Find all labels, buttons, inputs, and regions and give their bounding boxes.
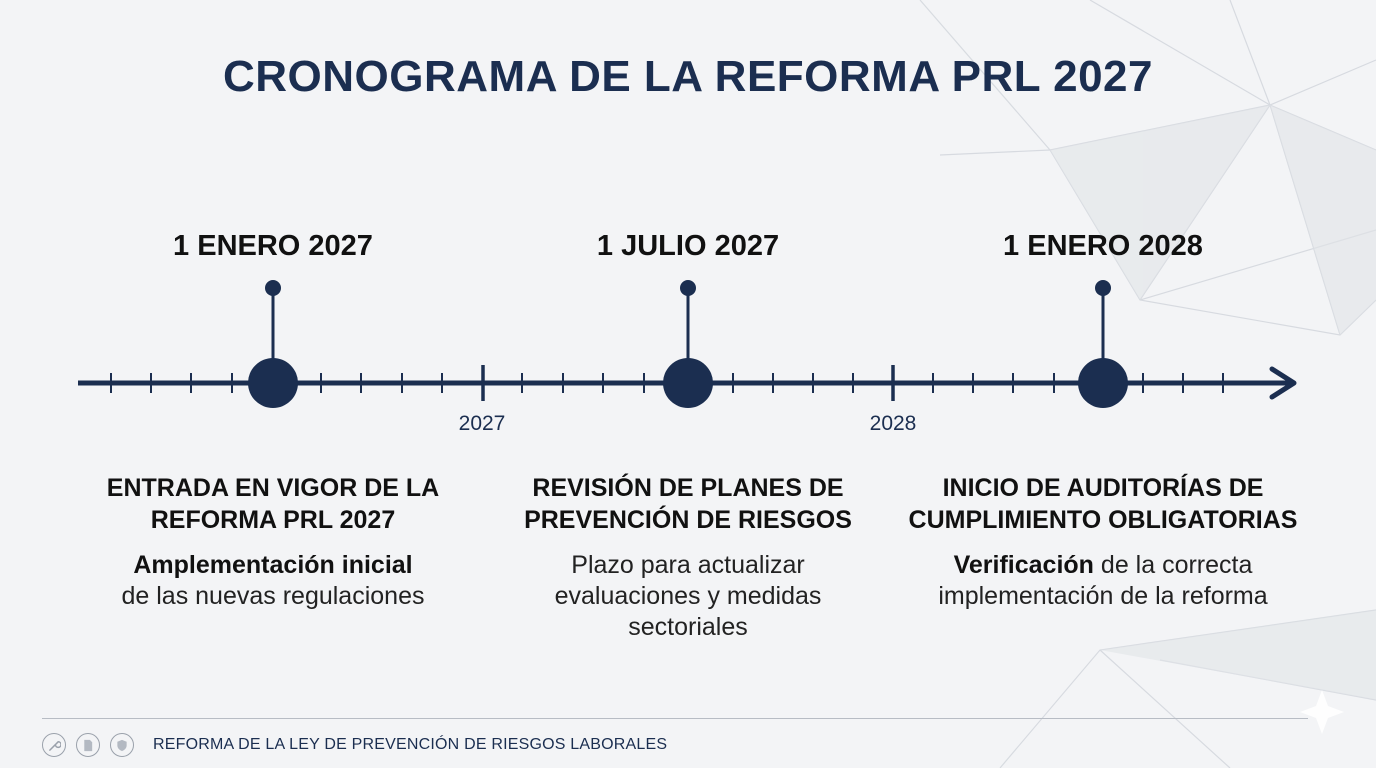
milestone-2-date: 1 JULIO 2027	[596, 230, 780, 262]
milestone-1-desc-bold: Amplementación inicial	[133, 551, 413, 579]
milestone-1-date: 1 ENERO 2027	[173, 230, 373, 262]
page-title: CRONOGRAMA DE LA REFORMA PRL 2027	[223, 52, 1153, 101]
milestone-2-node	[663, 358, 713, 408]
shield-icon	[110, 733, 134, 757]
milestone-2-pin	[680, 280, 696, 296]
timeline-nodes	[248, 280, 1128, 408]
milestone-1-node	[248, 358, 298, 408]
milestone-3-desc-bold: Verificación	[953, 551, 1094, 579]
milestone-2-desc-line-1: Plazo para actualizar	[571, 551, 805, 579]
timeline-ticks	[110, 365, 1224, 401]
milestone-3-desc-rest-1: de la correcta	[1100, 551, 1253, 579]
milestone-2-description: Plazo para actualizar evaluaciones y med…	[488, 550, 888, 643]
milestone-1-event: ENTRADA EN VIGOR DE LA REFORMA PRL 2027 …	[73, 472, 473, 612]
footer-divider	[42, 718, 1308, 719]
milestone-2-title: REVISIÓN DE PLANES DE PREVENCIÓN DE RIES…	[488, 472, 888, 536]
document-icon	[76, 733, 100, 757]
milestone-1-title-line-1: ENTRADA EN VIGOR DE LA	[106, 474, 440, 502]
milestone-3-title: INICIO DE AUDITORÍAS DE CUMPLIMIENTO OBL…	[903, 472, 1303, 536]
milestone-1-title: ENTRADA EN VIGOR DE LA REFORMA PRL 2027	[73, 472, 473, 536]
milestone-3-date: 1 ENERO 2028	[1003, 230, 1203, 262]
milestone-1-title-line-2: REFORMA PRL 2027	[150, 506, 396, 534]
milestone-3-node	[1078, 358, 1128, 408]
footer-text: REFORMA DE LA LEY DE PREVENCIÓN DE RIESG…	[153, 736, 668, 753]
milestone-3-pin	[1095, 280, 1111, 296]
milestone-3-title-line-2: CUMPLIMIENTO OBLIGATORIAS	[908, 506, 1298, 534]
milestone-2-event: REVISIÓN DE PLANES DE PREVENCIÓN DE RIES…	[488, 472, 888, 643]
milestone-2-title-line-1: REVISIÓN DE PLANES DE	[532, 474, 844, 502]
milestone-1-desc-rest: de las nuevas regulaciones	[121, 582, 425, 610]
milestone-3-title-line-1: INICIO DE AUDITORÍAS DE	[942, 474, 1264, 502]
timeline-arrow-head	[1269, 366, 1297, 400]
milestone-1-description: Amplementación inicial de las nuevas reg…	[73, 550, 473, 612]
milestone-2-desc-line-2: evaluaciones y medidas	[554, 582, 822, 610]
year-label-2027: 2027	[458, 412, 506, 435]
milestone-3-description: Verificación de la correcta implementaci…	[903, 550, 1303, 612]
milestone-3-desc-rest-2: implementación de la reforma	[938, 582, 1268, 610]
wrench-icon	[42, 733, 66, 757]
year-label-2028: 2028	[869, 412, 917, 435]
milestone-1-pin	[265, 280, 281, 296]
milestone-3-event: INICIO DE AUDITORÍAS DE CUMPLIMIENTO OBL…	[903, 472, 1303, 612]
milestone-2-title-line-2: PREVENCIÓN DE RIESGOS	[524, 506, 852, 534]
milestone-2-desc-line-3: sectoriales	[628, 613, 748, 641]
